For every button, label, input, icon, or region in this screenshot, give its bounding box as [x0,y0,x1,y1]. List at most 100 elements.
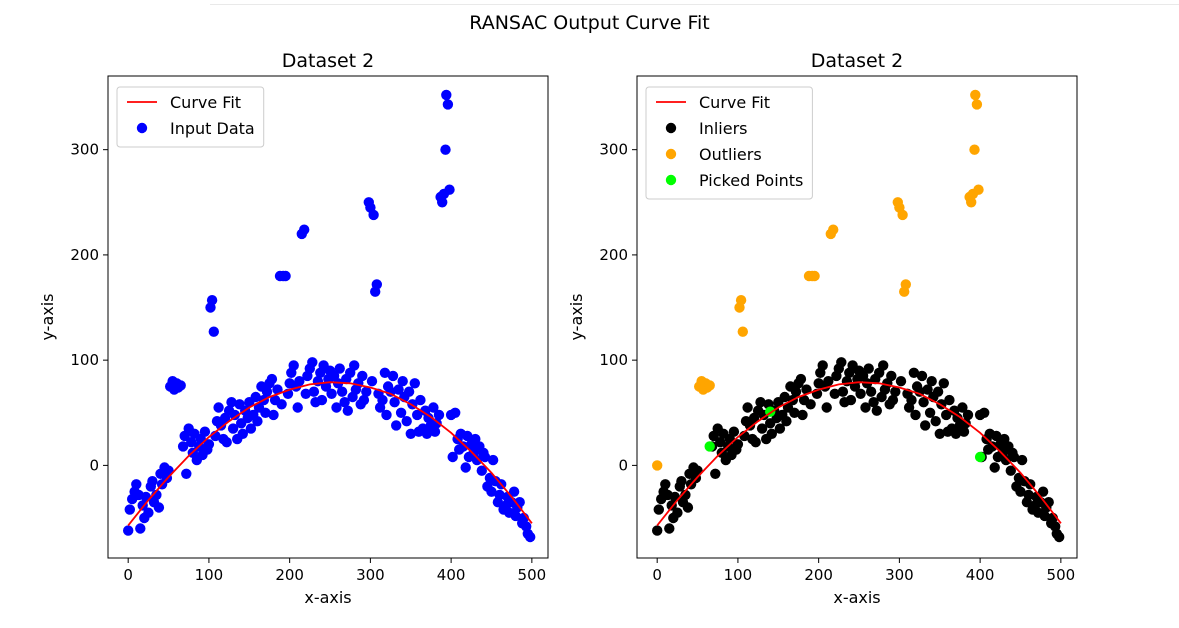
left-input-data-point [203,439,215,450]
left-input-data-point [371,279,382,290]
left-x-tick-label: 100 [195,566,224,584]
right-inliers-point [895,376,907,387]
right-inliers-point [755,397,766,408]
right-inliers-point [868,397,879,408]
right-inliers-point [821,402,832,413]
right-outliers-point [969,144,980,155]
right-y-axis-label: y-axis [567,293,586,340]
left-input-data-point [415,394,426,406]
right-inliers-point [906,394,917,406]
right-inliers-point [960,418,971,429]
left-input-data-point [261,386,273,397]
right-outliers-point [735,295,747,306]
left-input-data-point [441,89,452,101]
right-inliers-point [1005,465,1016,476]
right-y-tick-label: 200 [599,246,628,264]
left-y-axis-label: y-axis [38,293,57,340]
right-inliers-point [789,407,800,418]
left-input-data-point [326,388,337,399]
right-data-area [652,89,1065,543]
right-outliers-point [809,270,820,282]
left-input-data-point [181,468,192,479]
right-inliers-point [837,386,849,397]
left-input-data-point [151,489,162,501]
left-input-data-point [395,407,407,418]
right-inliers-point [817,360,828,371]
right-x-tick-label: 500 [1047,566,1076,584]
right-inliers-point [989,462,1000,473]
right-inliers-point [756,423,768,434]
right-outliers-point [897,209,908,221]
left-input-data-point [428,402,439,413]
left-input-data-point [433,409,445,421]
left-input-data-point [123,525,134,536]
right-inliers-point [926,376,937,387]
right-inliers-point [1054,531,1065,543]
left-y-tick-label: 200 [70,246,99,264]
right-inliers-point [918,397,929,408]
left-input-data-point [412,409,423,421]
left-input-data-point [444,184,455,195]
left-input-data-point [237,428,248,439]
right-plot-panel: Dataset 2 0 100 200 300 400 500 0 100 200 300 x-axi… [567,50,1078,607]
right-inliers-point [934,428,945,439]
left-x-tick-label: 400 [437,566,466,584]
right-inliers-point [805,399,816,410]
right-legend-box [645,86,813,200]
left-data-area [123,89,536,543]
left-input-data-point [199,426,211,437]
right-inliers-point [944,394,955,406]
right-inliers-point [1037,486,1049,497]
left-input-data-point [336,386,348,397]
right-outliers-point [900,279,911,290]
left-x-tick-label: 500 [518,566,547,584]
left-input-data-point [525,531,536,543]
left-input-data-point [177,441,189,452]
right-inliers-point [941,409,952,421]
right-axes-frame [636,75,1078,559]
left-input-data-point [366,376,378,387]
left-input-data-point [510,510,521,522]
right-legend-inliers-swatch [665,122,677,134]
left-input-data-point [393,384,404,395]
left-legend: Curve Fit Input Data [116,86,265,148]
right-legend-inliers-label: Inliers [699,119,748,138]
right-inliers-point [987,441,998,452]
right-inliers-point [922,384,933,395]
left-input-data-point [206,295,218,306]
right-inliers-point [1023,489,1034,501]
left-input-data-point [471,454,483,466]
right-inliers-point [910,409,921,421]
right-inliers-point [797,409,808,421]
right-inliers-point [1015,486,1026,497]
right-legend-curve-fit-label: Curve Fit [699,93,770,112]
left-input-data-point [135,523,146,534]
right-inliers-point [672,507,683,518]
right-inliers-point [886,370,897,382]
right-y-tick-label: 100 [599,351,628,369]
left-input-data-point [405,428,416,439]
left-input-data-point [379,367,391,378]
right-x-tick-label: 200 [804,566,833,584]
right-inliers-point [676,476,687,487]
right-outliers-point [737,326,748,337]
left-input-data-point [391,420,402,431]
right-inliers-point [795,373,807,385]
left-legend-input-data-swatch [136,122,148,134]
right-outliers-point [828,224,839,235]
right-inliers-point [774,423,786,434]
left-input-data-point [342,405,353,416]
right-inliers-point [878,360,889,371]
left-input-data-point [208,326,219,337]
left-input-data-point [292,402,303,413]
right-inliers-point [887,394,899,406]
left-y-tick-label: 300 [70,141,99,159]
left-input-data-point [131,479,142,490]
right-inliers-point [682,502,694,513]
left-curve-fit-line [127,381,533,526]
right-y-tick-label: 300 [599,141,628,159]
right-outliers-point [966,197,977,208]
right-outliers-point [973,184,984,195]
right-legend-outliers-label: Outliers [699,145,762,164]
